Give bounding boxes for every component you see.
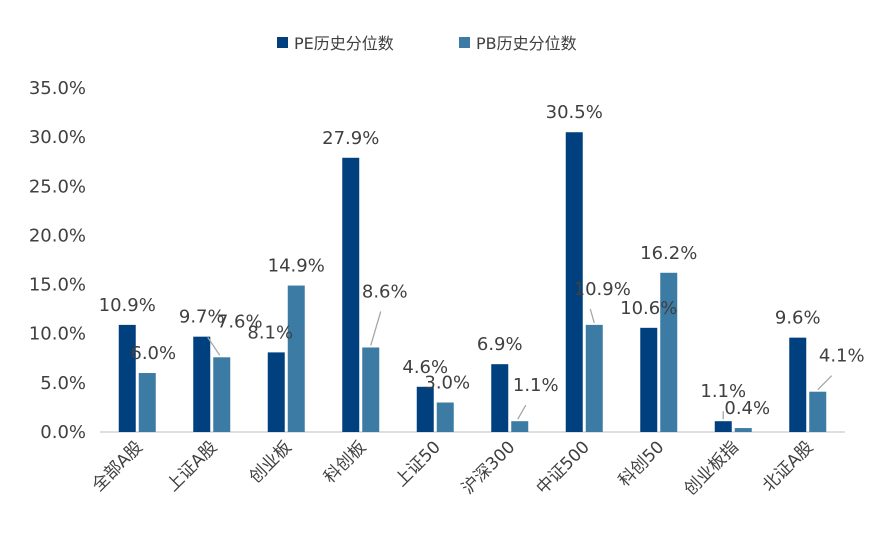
data-label: 6.9%	[477, 334, 523, 355]
x-category-label: 上证A股	[163, 437, 221, 495]
bar-pe	[342, 157, 360, 433]
data-label: 16.2%	[640, 243, 697, 264]
data-label: 10.9%	[574, 279, 631, 300]
data-label: 8.1%	[247, 322, 293, 343]
leader-line	[517, 404, 527, 420]
bar-pe	[640, 327, 658, 432]
y-tick-label: 5.0%	[40, 373, 86, 394]
bar-pb	[436, 402, 454, 432]
x-category-label: 创业板指	[681, 437, 743, 499]
bar-pe	[565, 132, 583, 432]
legend-label-pe: PE历史分位数	[294, 34, 394, 53]
y-tick-label: 20.0%	[29, 225, 86, 246]
data-label: 4.1%	[819, 346, 865, 367]
bar-pe	[491, 364, 509, 432]
data-labels: 10.9% 9.7% 8.1% 27.9% 4.6% 6.9% 30.5% 10.6% 1.1%…	[99, 102, 865, 419]
legend-swatch-pe	[277, 37, 288, 48]
data-label: 1.1%	[513, 375, 559, 396]
bar-pe	[267, 352, 285, 432]
legend: PE历史分位数 PB历史分位数	[277, 34, 577, 53]
bar-pb	[138, 373, 156, 432]
data-label: 4.6%	[402, 357, 448, 378]
leader-line	[817, 375, 833, 391]
bar-pb	[585, 324, 603, 432]
data-label: 9.7%	[179, 307, 225, 328]
data-label: 6.0%	[130, 343, 176, 364]
y-tick-label: 35.0%	[29, 78, 86, 99]
y-tick-label: 0.0%	[40, 422, 86, 443]
data-label: 8.6%	[362, 281, 408, 302]
y-tick-label: 15.0%	[29, 275, 86, 296]
y-tick-label: 30.0%	[29, 127, 86, 148]
y-tick-label: 25.0%	[29, 176, 86, 197]
x-category-label: 科创50	[615, 437, 668, 490]
data-label: 30.5%	[546, 102, 603, 123]
data-label: 27.9%	[322, 128, 379, 149]
x-category-label: 中证500	[533, 437, 594, 498]
leader-line	[589, 308, 595, 324]
bar-pb	[362, 347, 380, 432]
bar-pb	[734, 428, 752, 432]
bar-pe	[714, 421, 732, 432]
data-label: 7.6%	[217, 311, 263, 332]
y-tick-label: 10.0%	[29, 324, 86, 345]
bar-pb	[809, 391, 827, 432]
legend-swatch-pb	[459, 37, 470, 48]
x-category-label: 北证A股	[759, 437, 817, 495]
bar-pb	[660, 272, 678, 432]
bar-pb	[511, 421, 529, 432]
x-axis-categories: 全部A股 上证A股 创业板 科创板 上证50 沪深300 中证500 科创50 创业板指 北证A股	[88, 437, 817, 499]
y-axis: 0.0% 5.0% 10.0% 15.0% 20.0% 25.0% 30.0% 35.0%	[29, 78, 86, 443]
x-category-label: 沪深300	[458, 437, 519, 498]
bar-pe	[118, 324, 136, 432]
bar-pe	[416, 386, 434, 432]
data-label: 14.9%	[268, 256, 325, 277]
bars	[118, 132, 827, 433]
data-label: 10.6%	[620, 298, 677, 319]
bar-pb	[287, 285, 305, 432]
bar-pe	[193, 336, 211, 432]
leader-lines	[207, 308, 833, 420]
data-label: 3.0%	[424, 373, 470, 394]
data-label: 10.9%	[99, 295, 156, 316]
legend-label-pb: PB历史分位数	[476, 34, 577, 53]
data-label: 9.6%	[775, 308, 821, 329]
x-category-label: 全部A股	[88, 437, 146, 495]
data-label: 0.4%	[724, 398, 770, 419]
data-label: 1.1%	[700, 381, 746, 402]
leader-line	[370, 311, 382, 346]
bar-pb	[213, 357, 231, 432]
x-category-label: 上证50	[391, 437, 444, 490]
x-category-label: 科创板	[320, 437, 370, 487]
bar-pe	[789, 337, 807, 432]
x-category-label: 创业板	[246, 437, 296, 487]
leader-line	[207, 336, 221, 356]
